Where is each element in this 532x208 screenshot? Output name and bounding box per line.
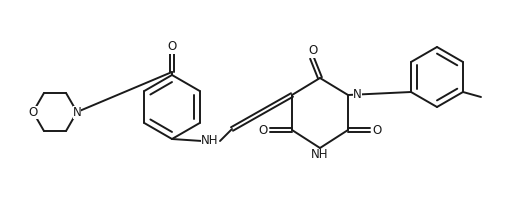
Text: NH: NH [311,149,329,161]
Text: N: N [73,105,81,119]
Text: O: O [28,105,38,119]
Text: O: O [372,124,381,136]
Text: N: N [353,88,362,102]
Text: NH: NH [201,135,219,147]
Text: O: O [309,45,318,57]
Text: O: O [168,41,177,53]
Text: O: O [259,124,268,136]
